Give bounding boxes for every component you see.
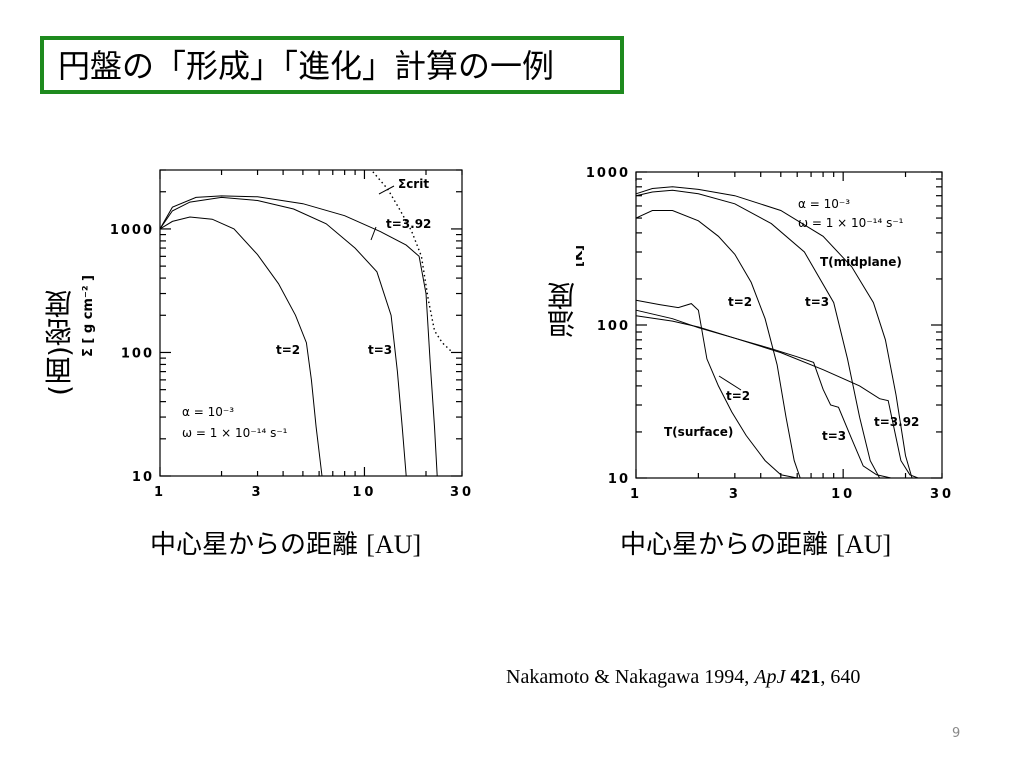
x-tick-label: 10 (352, 485, 376, 500)
curve-annotation: t=2 (276, 343, 300, 357)
series-line-t=2 (159, 216, 323, 477)
series-line-T-surface-t=2 (635, 299, 942, 479)
curve-annotation: t=3 (368, 343, 392, 357)
series-line-T-midplane-t=3 (635, 189, 881, 479)
density-ylabel: (面)密度 (43, 290, 76, 396)
citation-journal: ApJ (754, 666, 786, 688)
param-label: α = 10⁻³ (798, 197, 850, 211)
series-line-T-surface-t=3.92 (635, 315, 942, 479)
series-line--crit (372, 171, 454, 354)
curve-annotation: t=3.92 (386, 217, 431, 231)
annotation-pointer (718, 375, 742, 391)
temperature-xlabel-unit: [AU] (836, 530, 892, 559)
density-xlabel: 中心星からの距離 [AU] (150, 530, 422, 560)
x-tick-label: 3 (729, 487, 741, 502)
param-label: ω = 1 × 10⁻¹⁴ s⁻¹ (182, 426, 288, 440)
page-number: 9 (952, 726, 961, 741)
series-line-t=3.92 (159, 195, 438, 477)
x-tick-label: 1 (630, 487, 642, 502)
series-line-T-midplane-t=2 (635, 210, 801, 479)
plot-frame (159, 169, 463, 477)
temperature-plot: 1 3 10 30 10 100 1000 [K] α = 10⁻³ ω = 1 × 10⁻¹⁴ … (576, 166, 954, 502)
annotation-pointer (378, 185, 395, 195)
curve-annotation: Σcrit (398, 177, 429, 191)
series-line-t=3 (159, 196, 407, 477)
density-xlabel-unit: [AU] (366, 530, 422, 559)
temperature-xlabel: 中心星からの距離 [AU] (620, 530, 892, 560)
y-tick-label: 100 (597, 319, 630, 334)
y-tick-label: 1000 (586, 166, 630, 181)
y-tick-label: 10 (608, 472, 630, 487)
y-tick-label: 100 (121, 346, 154, 361)
curve-annotation: T(surface) (664, 425, 733, 439)
y-tick-label: 10 (132, 470, 154, 485)
x-tick-label: 10 (831, 487, 855, 502)
curve-annotation: T(midplane) (820, 255, 902, 269)
slide-title-box: 円盤の「形成」「進化」計算の一例 (40, 36, 624, 94)
citation-page: , 640 (820, 666, 861, 688)
x-tick-label: 30 (930, 487, 954, 502)
curve-annotation: t=3 (805, 295, 829, 309)
series-line-T-midplane-t=3.92 (635, 186, 913, 479)
x-tick-label: 3 (252, 485, 264, 500)
curve-annotation: t=3.92 (874, 415, 919, 429)
slide-title: 円盤の「形成」「進化」計算の一例 (58, 47, 555, 85)
citation: Nakamoto & Nakagawa 1994, ApJ 421, 640 (506, 666, 860, 689)
param-label: α = 10⁻³ (182, 405, 234, 419)
citation-volume: 421 (790, 666, 821, 688)
y-tick-label: 1000 (110, 223, 154, 238)
density-plot: 1 3 10 30 10 100 1000 Σ [ g cm⁻² ] α = 10⁻³ ω = 1… (81, 169, 474, 500)
curve-annotation: t=3 (822, 429, 846, 443)
curve-annotation: t=2 (728, 295, 752, 309)
param-label: ω = 1 × 10⁻¹⁴ s⁻¹ (798, 216, 904, 230)
temperature-ylabel: 温度 (546, 282, 579, 338)
curve-annotation: t=2 (726, 389, 750, 403)
y-unit-label: Σ [ g cm⁻² ] (81, 275, 96, 357)
y-unit-label: [K] (576, 245, 586, 267)
x-tick-label: 1 (154, 485, 166, 500)
x-tick-label: 30 (450, 485, 474, 500)
citation-authors: Nakamoto & Nakagawa 1994, (506, 666, 755, 688)
annotation-pointer (370, 226, 377, 241)
